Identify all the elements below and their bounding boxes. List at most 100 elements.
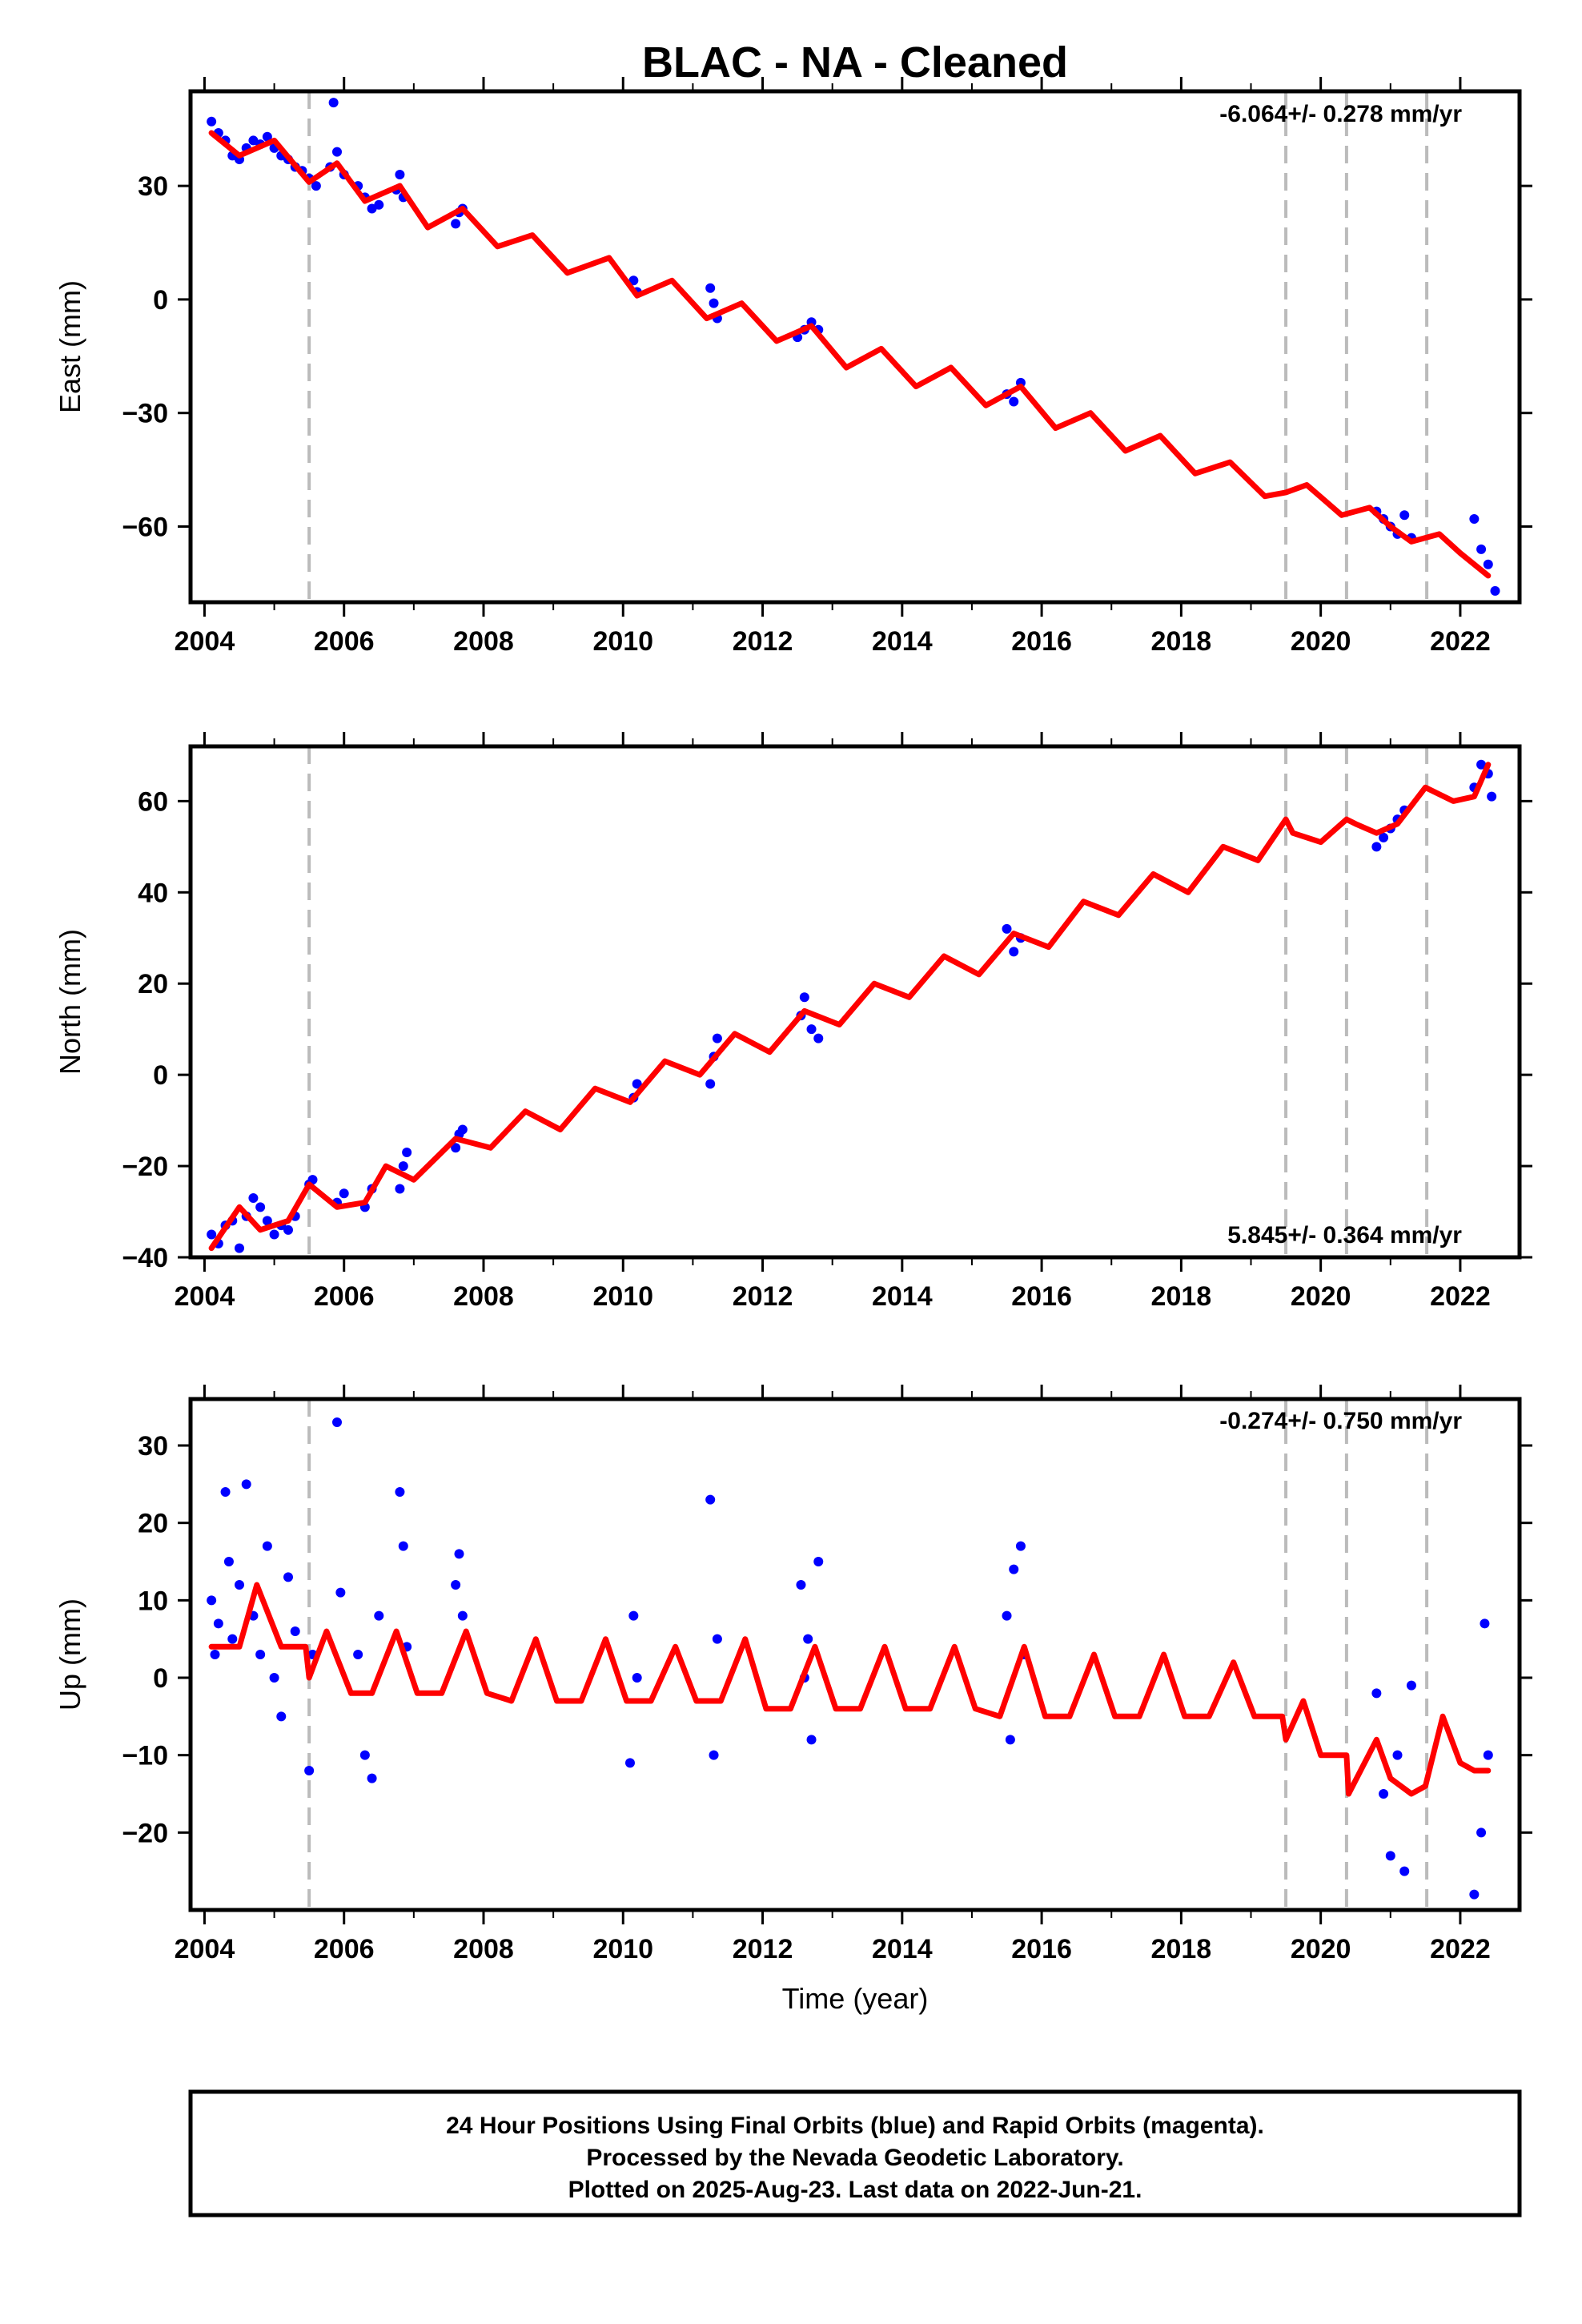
x-tick-label: 2020 bbox=[1291, 626, 1351, 657]
x-tick-label: 2020 bbox=[1291, 1934, 1351, 1964]
data-point bbox=[207, 116, 217, 127]
x-tick-label: 2010 bbox=[592, 1281, 653, 1312]
rate-label: 5.845+/- 0.364 mm/yr bbox=[1227, 1222, 1462, 1248]
data-point bbox=[712, 1634, 722, 1644]
east-panel: −60 −30 0 30 2004 2006 2008 2010 2012 2014 2016 201… bbox=[54, 77, 1532, 657]
data-point bbox=[262, 1216, 272, 1226]
data-point bbox=[705, 1494, 716, 1505]
data-point bbox=[1385, 1851, 1395, 1861]
chart-title: BLAC - NA - Cleaned bbox=[642, 38, 1068, 86]
data-point bbox=[1002, 1610, 1012, 1621]
data-point bbox=[1469, 1889, 1480, 1900]
x-tick-label: 2008 bbox=[453, 626, 514, 657]
data-point bbox=[1406, 1680, 1416, 1691]
y-tick-label: 40 bbox=[138, 878, 168, 908]
data-point bbox=[359, 1750, 370, 1760]
data-point bbox=[624, 1758, 635, 1768]
x-tick-label: 2022 bbox=[1430, 626, 1491, 657]
data-point bbox=[628, 275, 639, 286]
data-point bbox=[1015, 1541, 1026, 1551]
data-point bbox=[1476, 1827, 1487, 1838]
rate-label: -0.274+/- 0.750 mm/yr bbox=[1219, 1408, 1462, 1434]
x-tick-label: 2004 bbox=[175, 1934, 235, 1964]
x-tick-label: 2018 bbox=[1151, 1281, 1212, 1312]
data-point bbox=[220, 1487, 231, 1497]
rate-label: -6.064+/- 0.278 mm/yr bbox=[1219, 101, 1462, 127]
data-point bbox=[709, 298, 719, 308]
x-tick-label: 2014 bbox=[872, 626, 933, 657]
data-point bbox=[1399, 510, 1410, 521]
footer-line-3: Plotted on 2025-Aug-23. Last data on 202… bbox=[568, 2177, 1142, 2203]
data-point bbox=[1005, 1735, 1015, 1745]
footer-line-1: 24 Hour Positions Using Final Orbits (bl… bbox=[446, 2113, 1264, 2139]
data-point bbox=[290, 1626, 300, 1636]
data-point bbox=[207, 1595, 217, 1606]
x-tick-label: 2004 bbox=[175, 1281, 235, 1312]
data-point bbox=[374, 1610, 384, 1621]
y-tick-label: −60 bbox=[122, 512, 168, 542]
data-point bbox=[223, 1557, 234, 1566]
data-point bbox=[806, 1024, 817, 1035]
data-point bbox=[705, 1079, 716, 1089]
x-axis-label: Time (year) bbox=[782, 1982, 929, 2015]
y-tick-label: 60 bbox=[138, 786, 168, 817]
data-point bbox=[709, 1750, 719, 1760]
x-tick-label: 2014 bbox=[872, 1281, 933, 1312]
data-point bbox=[632, 1673, 642, 1683]
data-point bbox=[339, 1188, 349, 1199]
x-tick-label: 2006 bbox=[314, 1934, 375, 1964]
data-point bbox=[628, 1610, 639, 1621]
data-point bbox=[395, 1184, 405, 1194]
x-tick-label: 2008 bbox=[453, 1281, 514, 1312]
y-tick-label: 10 bbox=[138, 1586, 168, 1616]
model-line bbox=[208, 762, 1492, 1252]
data-point bbox=[283, 1572, 293, 1582]
data-point bbox=[398, 1541, 408, 1551]
data-point bbox=[331, 147, 342, 157]
data-point bbox=[1009, 396, 1019, 407]
data-point bbox=[1009, 1564, 1019, 1574]
data-point bbox=[210, 1650, 220, 1659]
up-panel: −20 −10 0 10 20 30 2004 2006 2008 2010 2012 2014 201… bbox=[54, 1385, 1532, 1964]
data-point bbox=[712, 1033, 722, 1043]
data-point bbox=[255, 1650, 266, 1659]
data-point bbox=[1487, 791, 1497, 802]
y-tick-label: 20 bbox=[138, 1509, 168, 1539]
model-line bbox=[208, 1582, 1492, 1797]
x-tick-label: 2006 bbox=[314, 1281, 375, 1312]
data-point bbox=[1490, 585, 1500, 596]
data-point bbox=[262, 1541, 272, 1551]
data-point bbox=[374, 199, 384, 210]
x-tick-label: 2008 bbox=[453, 1934, 514, 1964]
data-point bbox=[213, 1618, 223, 1629]
data-point bbox=[207, 1229, 217, 1240]
y-tick-label: 30 bbox=[138, 1431, 168, 1462]
data-point bbox=[632, 1079, 642, 1089]
data-point bbox=[1002, 923, 1012, 934]
data-point bbox=[276, 1711, 287, 1722]
y-tick-label: −20 bbox=[122, 1818, 168, 1848]
x-tick-label: 2010 bbox=[592, 1934, 653, 1964]
data-point bbox=[1392, 1750, 1403, 1760]
plot-frame bbox=[188, 89, 1522, 605]
y-tick-label: 0 bbox=[153, 1060, 168, 1091]
data-point bbox=[269, 1673, 279, 1683]
data-point bbox=[248, 1192, 259, 1203]
data-point bbox=[806, 1735, 817, 1745]
data-point bbox=[451, 1580, 461, 1590]
data-point bbox=[451, 1143, 461, 1153]
data-point bbox=[796, 1580, 806, 1590]
data-point bbox=[1476, 759, 1487, 770]
east-axis-label: East (mm) bbox=[54, 280, 86, 413]
plot-frame bbox=[188, 1397, 1522, 1912]
x-tick-label: 2016 bbox=[1011, 1281, 1072, 1312]
data-point bbox=[241, 1479, 251, 1490]
data-point bbox=[304, 1766, 315, 1775]
data-point bbox=[799, 992, 809, 1003]
data-point bbox=[1371, 842, 1382, 852]
y-tick-label: 0 bbox=[153, 1663, 168, 1694]
north-axis-label: North (mm) bbox=[54, 929, 86, 1075]
x-tick-label: 2018 bbox=[1151, 626, 1212, 657]
data-point bbox=[395, 169, 405, 179]
